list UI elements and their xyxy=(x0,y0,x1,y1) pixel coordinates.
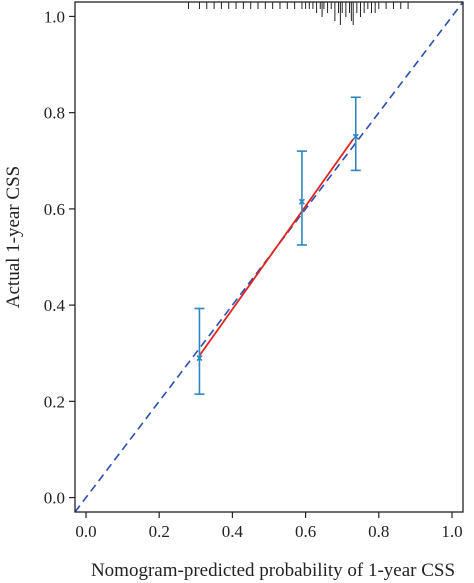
y-tick-label: 0.4 xyxy=(44,296,66,315)
x-tick-label: 0.4 xyxy=(222,522,244,541)
y-tick-label: 0.8 xyxy=(44,104,65,123)
rug-marks xyxy=(187,2,409,25)
y-tick-label: 0.0 xyxy=(44,489,65,508)
data-point-stroke xyxy=(298,198,306,205)
y-tick-label: 0.6 xyxy=(44,200,65,219)
y-tick-label: 1.0 xyxy=(44,7,65,26)
x-tick-label: 1.0 xyxy=(441,522,462,541)
error-bars xyxy=(194,96,361,395)
x-tick-label: 0.6 xyxy=(295,522,316,541)
x-tick-label: 0.8 xyxy=(368,522,389,541)
y-axis-ticks: 0.0 0.2 0.4 0.6 0.8 1.0 xyxy=(44,7,75,508)
reference-diagonal-line xyxy=(74,1,464,513)
y-tick-label: 0.2 xyxy=(44,392,65,411)
data-point-stroke xyxy=(352,133,359,140)
data-point xyxy=(298,198,306,205)
x-axis-title: Nomogram-predicted probability of 1-year… xyxy=(91,560,455,581)
x-tick-label: 0.0 xyxy=(75,522,96,541)
data-point xyxy=(352,133,359,140)
plot-frame xyxy=(74,1,464,513)
data-point-stroke xyxy=(196,354,203,362)
x-axis-ticks: 0.0 0.2 0.4 0.6 0.8 1.0 xyxy=(75,512,463,541)
x-tick-label: 0.2 xyxy=(149,522,170,541)
calibration-line xyxy=(198,138,354,357)
data-point xyxy=(196,354,203,362)
y-axis-title: Actual 1-year CSS xyxy=(3,166,24,308)
